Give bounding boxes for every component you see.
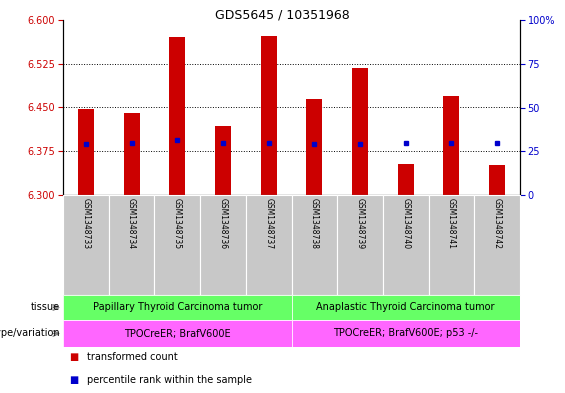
Bar [170,37,185,195]
Text: Anaplastic Thyroid Carcinoma tumor: Anaplastic Thyroid Carcinoma tumor [316,303,495,312]
Text: GSM1348738: GSM1348738 [310,198,319,249]
Bar [383,195,429,295]
Bar [78,109,94,195]
Bar [108,195,154,295]
Text: GSM1348741: GSM1348741 [447,198,456,249]
Text: GSM1348740: GSM1348740 [401,198,410,249]
Text: ■: ■ [69,375,78,385]
Text: TPOCreER; BrafV600E: TPOCreER; BrafV600E [124,329,231,338]
Text: GSM1348736: GSM1348736 [219,198,228,249]
Bar [337,195,383,295]
Text: percentile rank within the sample: percentile rank within the sample [87,375,252,385]
Text: GSM1348735: GSM1348735 [173,198,182,249]
Bar [306,99,323,195]
Bar [292,295,520,320]
Bar [352,68,368,195]
Bar [200,195,246,295]
Text: GSM1348742: GSM1348742 [493,198,502,249]
Text: tissue: tissue [31,303,60,312]
Bar [124,113,140,195]
Bar [398,164,414,195]
Bar [63,295,292,320]
Text: GDS5645 / 10351968: GDS5645 / 10351968 [215,8,350,21]
Bar [474,195,520,295]
Text: genotype/variation: genotype/variation [0,329,60,338]
Bar [260,36,277,195]
Text: transformed count: transformed count [87,352,177,362]
Text: GSM1348734: GSM1348734 [127,198,136,249]
Text: GSM1348739: GSM1348739 [355,198,364,249]
Bar [246,195,292,295]
Text: TPOCreER; BrafV600E; p53 -/-: TPOCreER; BrafV600E; p53 -/- [333,329,478,338]
Bar [63,195,108,295]
Text: ■: ■ [69,352,78,362]
Bar [429,195,474,295]
Text: Papillary Thyroid Carcinoma tumor: Papillary Thyroid Carcinoma tumor [93,303,262,312]
Bar [292,195,337,295]
Bar [292,320,520,347]
Bar [154,195,200,295]
Text: GSM1348737: GSM1348737 [264,198,273,249]
Bar [444,96,459,195]
Text: GSM1348733: GSM1348733 [81,198,90,249]
Bar [63,320,292,347]
Bar [489,165,505,195]
Bar [215,126,231,195]
